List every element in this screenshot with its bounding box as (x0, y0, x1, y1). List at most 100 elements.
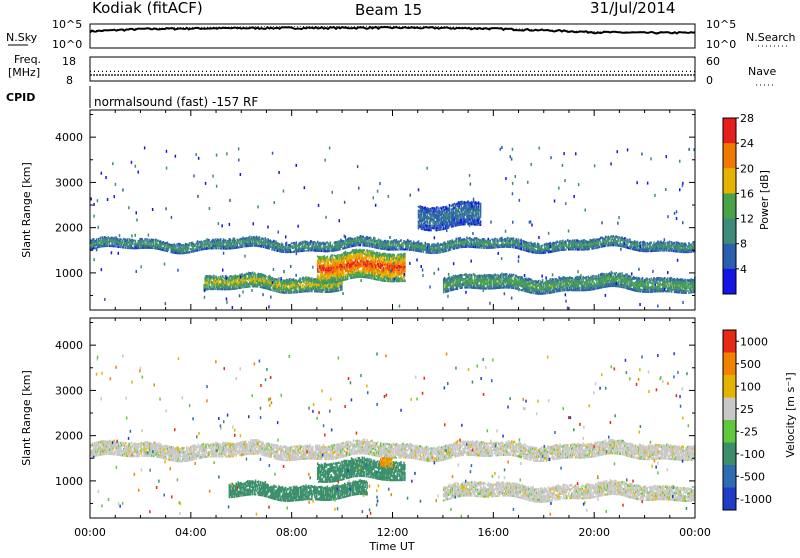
counts-tick-low-right: 10^0 (706, 38, 736, 51)
power-cell (113, 243, 115, 246)
power-cell (458, 242, 460, 244)
power-cell (619, 242, 621, 244)
power-cell (244, 284, 246, 286)
power-cell (274, 290, 276, 292)
power-cell (370, 237, 372, 239)
power-cell (378, 239, 380, 242)
power-cell (168, 248, 170, 251)
power-cell (367, 259, 369, 261)
power-cell (362, 255, 364, 258)
power-cell (666, 249, 668, 251)
power-cell (388, 243, 390, 245)
power-cell (337, 287, 339, 290)
power-cell (542, 279, 544, 282)
power-cell (259, 243, 261, 246)
power-cell (347, 268, 349, 270)
power-cell (278, 280, 280, 282)
power-cell (322, 291, 324, 293)
power-cell (528, 242, 530, 244)
power-cell (490, 285, 492, 288)
power-cell (297, 292, 299, 294)
power-cell (374, 238, 376, 240)
power-cell (147, 239, 149, 241)
power-cell (343, 272, 345, 274)
counts-tick-high-right: 10^5 (706, 18, 736, 31)
power-cell (115, 245, 117, 247)
power-cell (513, 237, 515, 239)
power-cell (197, 249, 199, 251)
power-cell (593, 247, 595, 249)
power-cell (364, 251, 366, 254)
power-cell (213, 288, 215, 290)
power-cell (269, 287, 271, 289)
power-cell (513, 274, 515, 276)
power-cell (332, 282, 334, 284)
power-cell (549, 249, 551, 251)
power-cell (494, 247, 496, 249)
power-cell (671, 246, 673, 248)
power-cell (303, 279, 305, 281)
power-cell (440, 251, 442, 253)
power-cell (259, 236, 261, 239)
power-cell (339, 248, 341, 250)
power-cell (347, 275, 349, 278)
power-cell (218, 281, 220, 283)
power-cell (617, 241, 619, 243)
power-cell (688, 251, 690, 253)
power-cell (239, 241, 241, 244)
power-cell (516, 238, 518, 240)
power-cell (279, 243, 281, 245)
power-cell (100, 237, 102, 240)
counts-tick-high-left: 10^5 (52, 18, 82, 31)
power-cell (378, 279, 380, 281)
freq-label-top: Freq. (14, 53, 41, 66)
power-cell (443, 292, 445, 294)
power-cell (574, 239, 576, 241)
power-cell (402, 246, 404, 248)
power-cell (359, 257, 361, 260)
power-cell (486, 277, 488, 279)
power-cell (542, 281, 544, 283)
power-cell (663, 241, 665, 243)
power-cell (522, 277, 524, 279)
power-cell (674, 242, 676, 244)
power-cell (234, 285, 236, 288)
power-cell (529, 285, 531, 287)
power-cell (310, 243, 312, 246)
power-cell (562, 240, 564, 243)
power-cell (479, 247, 481, 249)
power-cell (165, 244, 167, 246)
power-cell (261, 278, 263, 280)
power-cell (302, 243, 304, 245)
power-cell (337, 268, 339, 270)
power-cell (153, 241, 155, 244)
power-cell (375, 272, 377, 274)
power-cell (573, 248, 575, 250)
power-cell (202, 241, 204, 243)
power-cell (461, 287, 463, 289)
power-cell (122, 242, 124, 244)
power-cell (516, 279, 518, 281)
power-cell (456, 238, 458, 241)
power-cell (380, 263, 382, 265)
power-cell (462, 280, 464, 282)
power-cell (450, 249, 452, 251)
power-cell (317, 266, 319, 269)
power-cell (344, 259, 346, 261)
power-cell (513, 247, 515, 249)
power-cell (669, 243, 671, 246)
power-cell (522, 245, 524, 247)
power-cell (505, 238, 507, 240)
power-cell (257, 243, 259, 245)
power-cell (495, 274, 497, 276)
power-cell (501, 285, 503, 287)
power-cell (402, 244, 404, 246)
power-cell (337, 254, 339, 256)
power-cell (558, 245, 560, 247)
power-cell (506, 273, 508, 275)
power-cell (471, 274, 473, 276)
power-cell (144, 243, 146, 245)
power-cell (558, 249, 560, 252)
power-cell (327, 282, 329, 284)
